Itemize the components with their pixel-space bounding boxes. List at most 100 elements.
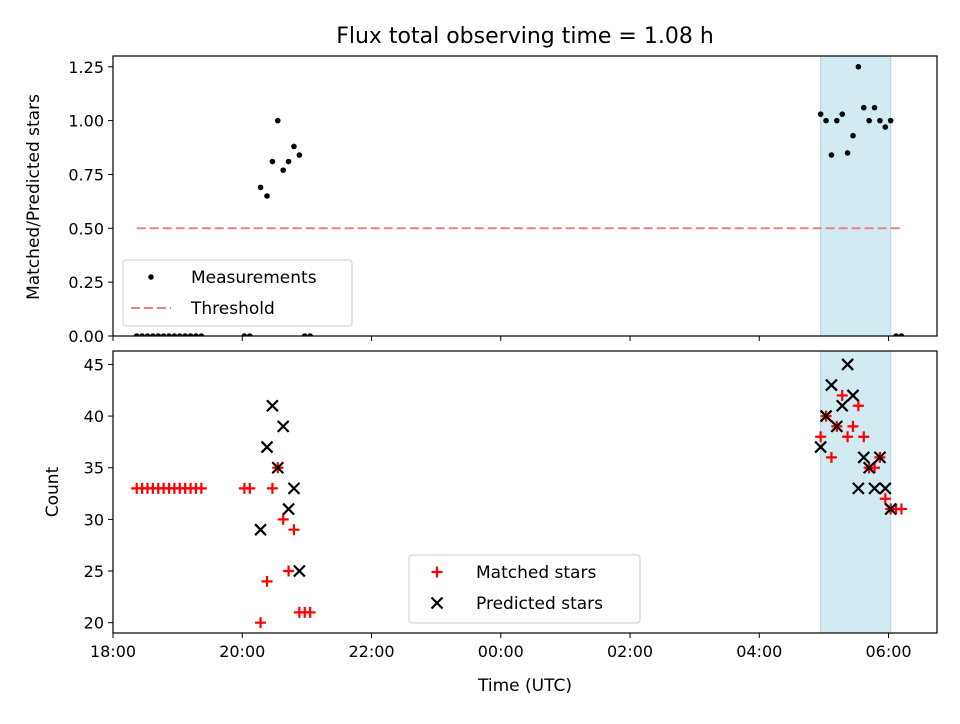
x-tick-label: 22:00 [348, 642, 394, 661]
y-tick-label: 35 [84, 459, 104, 478]
x-tick-label: 06:00 [865, 642, 911, 661]
y-tick-label: 1.00 [68, 112, 104, 131]
measurement-point [887, 117, 894, 124]
predicted-stars-point [846, 389, 860, 402]
measurement-point [834, 117, 840, 124]
measurement-point [839, 111, 846, 117]
y-tick-label: 1.25 [68, 58, 104, 77]
legend-label: Matched stars [476, 563, 596, 583]
plot-area [131, 358, 907, 629]
measurement-point [301, 333, 308, 336]
measurement-point [246, 333, 253, 336]
matched-stars-point [244, 482, 256, 494]
legend-box [408, 554, 641, 624]
y-tick-label: 20 [84, 614, 104, 633]
measurement-point [198, 333, 205, 336]
chart-title: Flux total observing time = 1.08 h [336, 24, 714, 49]
matched-stars-point [842, 431, 854, 443]
y-tick-label: 30 [84, 510, 104, 529]
predicted-stars-point [276, 420, 290, 433]
axes-frame [112, 55, 938, 337]
matched-stars-point [895, 503, 907, 515]
measurement-point [296, 152, 303, 158]
legend-measurement-swatch [148, 274, 154, 280]
predicted-stars-point [857, 451, 871, 464]
x-axis-label: Time (UTC) [477, 676, 572, 696]
measurement-point [139, 333, 145, 336]
predicted-stars-point [260, 440, 274, 454]
measurement-point [828, 152, 835, 158]
legend-label: Measurements [191, 268, 317, 288]
measurement-point [241, 333, 248, 336]
measurement-point [193, 333, 199, 336]
plot-area [133, 63, 905, 336]
legend-label: Predicted stars [476, 594, 603, 614]
matched-stars-point [847, 420, 859, 432]
legend-label: Threshold [190, 299, 275, 319]
predicted-stars-point [254, 523, 267, 536]
x-tick-label: 18:00 [90, 642, 136, 661]
shaded-observing-interval [820, 55, 892, 337]
predicted-stars-point [287, 482, 301, 495]
measurement-point [144, 333, 151, 336]
predicted-stars-point [852, 482, 865, 495]
x-tick-label: 00:00 [478, 642, 524, 661]
predicted-stars-point [814, 440, 827, 454]
y-tick-label: 45 [84, 355, 104, 374]
matched-stars-point [825, 451, 837, 463]
x-tick-label: 04:00 [736, 642, 782, 661]
measurement-point [171, 333, 178, 336]
legend: Matched stars Predicted stars [408, 554, 641, 624]
measurement-point [855, 63, 862, 70]
measurement-point [269, 158, 276, 165]
matched-stars-point [261, 575, 273, 587]
predicted-stars-point [282, 502, 295, 516]
measurement-point [155, 333, 162, 336]
matched-stars-point [858, 431, 870, 443]
measurement-point [823, 117, 829, 124]
axes-frame [112, 350, 938, 634]
y-tick-label: 25 [84, 562, 104, 581]
predicted-stars-point [830, 420, 844, 433]
y-tick-label: 0.00 [68, 327, 104, 346]
measurement-point [882, 124, 889, 130]
matched-stars-point [836, 389, 848, 401]
matched-stars-point [304, 606, 316, 618]
measurement-point [898, 333, 905, 336]
legend-matched-swatch [431, 566, 443, 578]
measurement-point [307, 333, 313, 336]
measurement-point [133, 333, 140, 336]
predicted-stars-point [825, 378, 838, 392]
measurement-point [275, 117, 281, 124]
measurement-point [176, 333, 183, 336]
y-tick-label: 40 [84, 407, 104, 426]
legend-box [122, 259, 353, 327]
y-tick-label: 0.25 [68, 273, 104, 292]
measurement-point [844, 150, 851, 156]
predicted-stars-point [862, 461, 876, 475]
legend: Measurements Threshold [122, 259, 353, 327]
measurement-point [187, 333, 194, 336]
measurement-point [166, 333, 172, 336]
matched-stars-point [266, 482, 278, 494]
predicted-stars-point [868, 482, 881, 495]
legend-predicted-swatch [430, 596, 444, 610]
measurement-point [860, 104, 867, 111]
predicted-stars-point [293, 564, 306, 578]
measurement-point [866, 117, 872, 124]
predicted-stars-point [266, 399, 279, 413]
measurement-point [817, 111, 824, 117]
measurement-point [280, 167, 286, 173]
x-tick-label: 20:00 [219, 642, 265, 661]
measurement-point [893, 333, 899, 336]
matched-stars-point [255, 617, 267, 629]
x-tick-label: 02:00 [607, 642, 653, 661]
measurement-point [291, 143, 297, 150]
predicted-stars-point [879, 482, 892, 495]
bottom-y-axis-label: Count [43, 466, 63, 517]
matched-stars-point [852, 400, 864, 412]
measurement-point [850, 132, 856, 139]
y-tick-label: 0.50 [68, 219, 104, 238]
measurement-point [182, 333, 188, 336]
